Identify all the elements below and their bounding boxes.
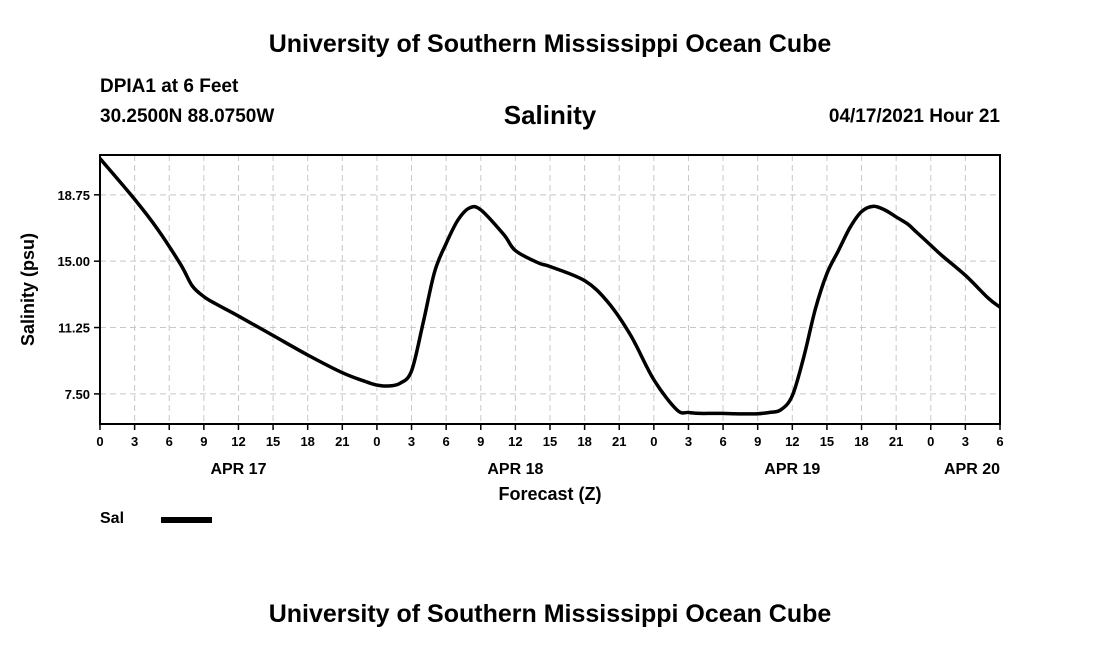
x-tick-label: 6: [443, 434, 450, 449]
y-tick-label: 15.00: [57, 254, 90, 269]
x-tick-label: 15: [266, 434, 280, 449]
x-tick-label: 15: [543, 434, 557, 449]
date-label: APR 19: [764, 461, 820, 478]
parameter-title: Salinity: [503, 100, 597, 130]
date-label: APR 17: [210, 461, 266, 478]
x-tick-label: 3: [962, 434, 969, 449]
y-axis-label: Salinity (psu): [18, 233, 38, 346]
x-tick-label: 21: [612, 434, 626, 449]
x-tick-label: 21: [335, 434, 349, 449]
x-tick-label: 0: [96, 434, 103, 449]
header-title: University of Southern Mississippi Ocean…: [268, 30, 832, 58]
legend-label: Sal: [100, 510, 125, 527]
x-tick-label: 3: [408, 434, 415, 449]
x-tick-label: 6: [996, 434, 1003, 449]
x-tick-label: 6: [719, 434, 726, 449]
x-tick-label: 12: [231, 434, 245, 449]
x-tick-label: 21: [889, 434, 903, 449]
x-tick-label: 15: [820, 434, 834, 449]
x-axis-label: Forecast (Z): [498, 484, 601, 504]
station-coordinates: 30.2500N 88.0750W: [100, 106, 275, 127]
x-tick-label: 18: [854, 434, 868, 449]
legend-swatch: [161, 517, 212, 523]
x-tick-label: 12: [785, 434, 799, 449]
x-tick-label: 18: [577, 434, 591, 449]
x-tick-label: 6: [166, 434, 173, 449]
x-tick-label: 0: [650, 434, 657, 449]
station-label: DPIA1 at 6 Feet: [100, 76, 239, 97]
footer-title: University of Southern Mississippi Ocean…: [268, 600, 832, 628]
x-tick-label: 18: [300, 434, 314, 449]
forecast-timestamp: 04/17/2021 Hour 21: [828, 106, 1000, 127]
x-tick-label: 9: [754, 434, 761, 449]
x-tick-label: 12: [508, 434, 522, 449]
date-label: APR 20: [944, 461, 1000, 478]
y-tick-label: 11.25: [58, 321, 90, 336]
series-line-sal: [100, 157, 1000, 416]
date-label: APR 18: [487, 461, 543, 478]
x-tick-label: 3: [685, 434, 692, 449]
y-tick-label: 18.75: [57, 188, 90, 203]
x-tick-label: 0: [373, 434, 380, 449]
x-tick-label: 0: [927, 434, 934, 449]
y-tick-label: 7.50: [65, 387, 90, 402]
x-tick-label: 9: [477, 434, 484, 449]
x-tick-label: 9: [200, 434, 207, 449]
x-tick-label: 3: [131, 434, 138, 449]
